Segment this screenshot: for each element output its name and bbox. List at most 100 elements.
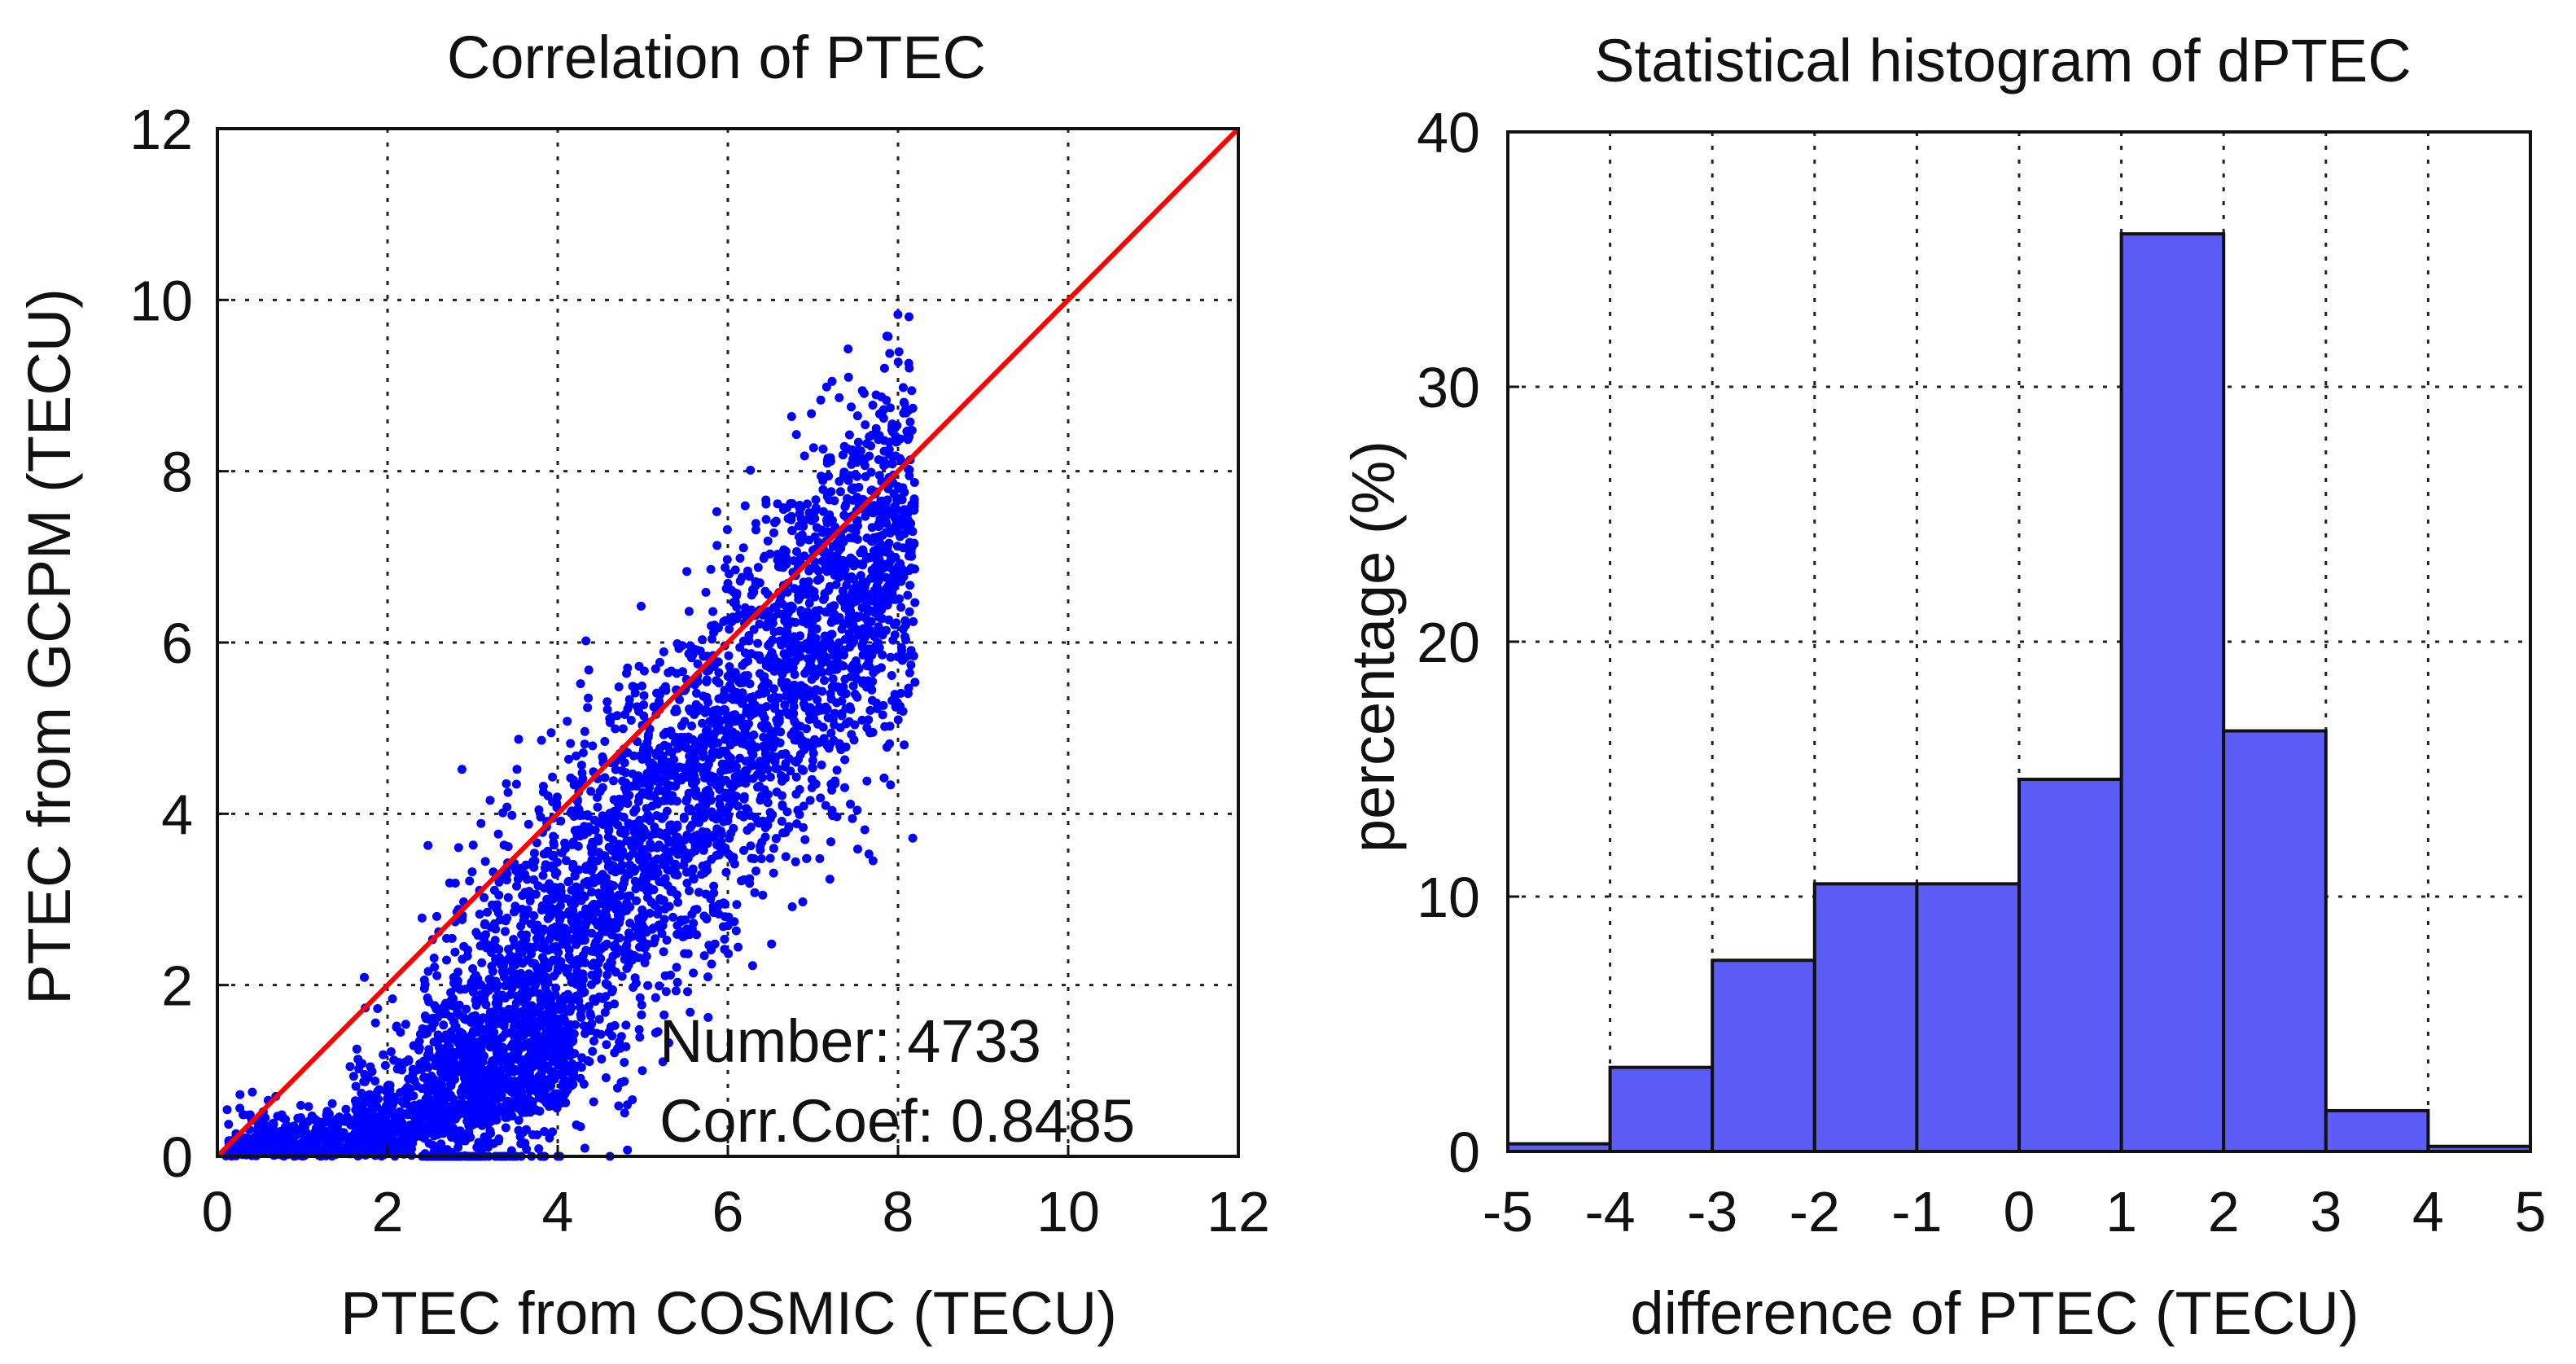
scatter-point <box>447 1103 456 1113</box>
scatter-point <box>370 1134 379 1143</box>
scatter-point <box>580 923 590 932</box>
scatter-point <box>646 897 656 907</box>
scatter-point <box>861 420 870 430</box>
scatter-point <box>682 567 692 577</box>
scatter-point <box>453 967 462 977</box>
scatter-point <box>700 773 709 783</box>
scatter-point <box>406 1121 416 1131</box>
scatter-point <box>861 511 870 521</box>
scatter-point <box>694 888 703 897</box>
scatter-point <box>884 558 894 568</box>
scatter-point <box>351 1105 361 1115</box>
scatter-point <box>824 743 834 753</box>
scatter-point <box>508 960 518 969</box>
scatter-point <box>702 677 712 686</box>
scatter-point <box>708 709 718 719</box>
scatter-point <box>823 565 833 575</box>
scatter-point <box>708 607 718 616</box>
scatter-point <box>394 1058 404 1068</box>
scatter-point <box>537 1081 547 1090</box>
scatter-point <box>390 1094 400 1103</box>
scatter-point <box>825 875 835 884</box>
scatter-point <box>854 482 864 492</box>
scatter-point <box>660 971 670 980</box>
scatter-point <box>848 625 857 634</box>
scatter-point <box>735 554 745 563</box>
scatter-point <box>893 561 903 571</box>
scatter-point <box>586 787 596 796</box>
scatter-point <box>560 840 570 849</box>
scatter-point <box>734 942 743 952</box>
scatter-point <box>746 841 756 851</box>
scatter-point <box>851 470 861 480</box>
scatter-point <box>517 1007 527 1016</box>
histogram-title: Statistical histogram of dPTEC <box>1594 27 2411 94</box>
scatter-point <box>296 1141 305 1151</box>
scatter-point <box>728 695 738 704</box>
scatter-point <box>887 671 896 680</box>
scatter-point <box>584 1002 594 1011</box>
scatter-point <box>804 577 813 586</box>
histogram-panel: Statistical histogram of dPTEC -5 -4 -3 -2-… <box>1339 27 2546 1347</box>
scatter-point <box>485 1042 495 1052</box>
scatter-point <box>477 1100 487 1110</box>
histogram-bar <box>1608 1065 1715 1153</box>
scatter-point <box>900 509 910 519</box>
scatter-point <box>687 910 697 919</box>
scatter-point <box>555 958 565 967</box>
scatter-point <box>688 787 698 797</box>
scatter-point <box>832 698 842 708</box>
scatter-point <box>654 774 664 783</box>
scatter-point <box>653 910 662 919</box>
scatter-point <box>867 695 877 705</box>
scatter-point <box>853 844 862 854</box>
scatter-point <box>816 705 825 715</box>
scatter-point <box>688 735 698 744</box>
scatter-point <box>532 838 541 848</box>
scatter-point <box>874 435 883 445</box>
scatter-point <box>538 1094 548 1104</box>
scatter-point <box>893 357 903 367</box>
scatter-point <box>893 482 903 491</box>
scatter-point <box>659 647 668 656</box>
scatter-point <box>480 1090 489 1100</box>
scatter-point <box>851 656 861 665</box>
scatter-point <box>565 910 575 920</box>
scatter-point <box>418 1130 427 1140</box>
scatter-point <box>771 516 781 526</box>
scatter-point <box>879 461 889 471</box>
histogram-bar <box>1711 958 1816 1153</box>
scatter-point <box>747 853 756 863</box>
scatter-point <box>594 1015 604 1024</box>
scatter-point <box>514 1019 524 1028</box>
scatter-point <box>490 936 500 945</box>
scatter-point <box>718 922 728 932</box>
scatter-point <box>545 879 554 888</box>
scatter-point <box>835 476 844 486</box>
scatter-point <box>622 963 632 973</box>
histogram-y-tick-label: 40 <box>1417 101 1480 164</box>
scatter-point <box>836 543 846 553</box>
scatter-point <box>822 488 832 498</box>
scatter-point <box>620 1108 629 1118</box>
scatter-point <box>761 515 771 524</box>
scatter-point <box>437 1107 447 1116</box>
scatter-point <box>891 552 900 562</box>
scatter-point <box>826 728 836 738</box>
scatter-point <box>313 1145 323 1155</box>
scatter-point <box>820 589 830 599</box>
scatter-point <box>634 778 644 787</box>
scatter-point <box>637 1010 646 1020</box>
scatter-point <box>782 587 792 597</box>
scatter-point <box>618 724 628 734</box>
scatter-point <box>709 888 719 898</box>
scatter-point <box>546 1081 555 1090</box>
scatter-point <box>512 765 522 774</box>
scatter-point <box>823 527 833 537</box>
scatter-point <box>904 683 913 693</box>
scatter-point <box>740 726 750 736</box>
scatter-point <box>905 312 913 322</box>
scatter-point <box>577 768 587 778</box>
scatter-point <box>635 933 645 943</box>
